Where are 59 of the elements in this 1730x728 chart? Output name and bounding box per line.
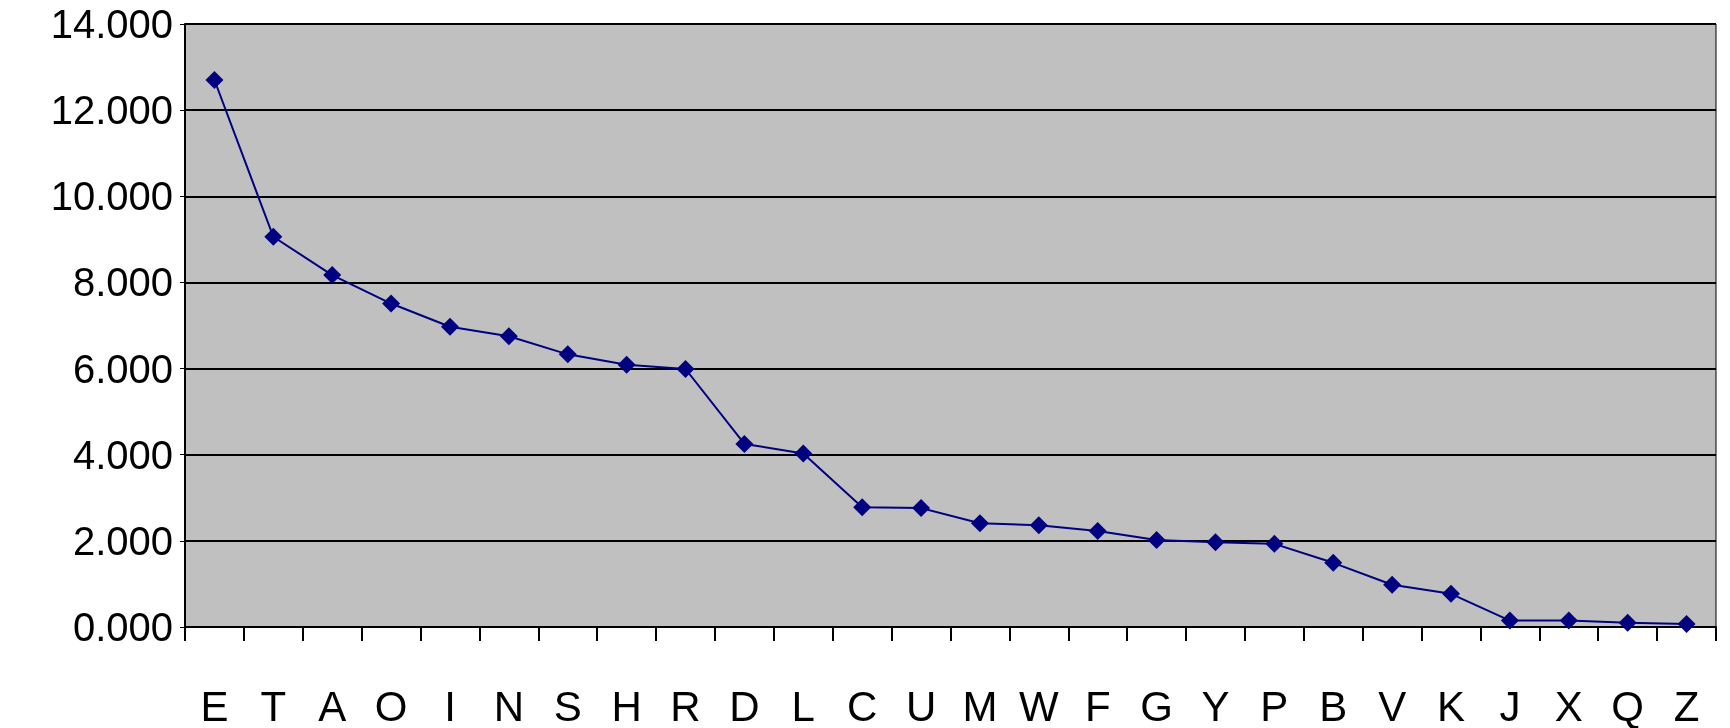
y-tick-label: 4.000 xyxy=(72,432,173,477)
y-tick-label: 8.000 xyxy=(72,260,173,305)
x-tick-label: C xyxy=(847,682,878,728)
x-tick-label: K xyxy=(1437,682,1466,728)
x-tick-label: J xyxy=(1499,682,1521,728)
point xyxy=(323,266,342,285)
x-tick-label: F xyxy=(1084,682,1111,728)
y-tick-label: 14.000 xyxy=(50,2,173,46)
x-tick-label: Y xyxy=(1201,682,1230,728)
x-tick-label: M xyxy=(962,682,998,728)
y-tick-label: 10.000 xyxy=(50,174,173,219)
x-tick-label: Z xyxy=(1673,682,1700,728)
x-tick-label: I xyxy=(444,682,456,728)
point xyxy=(1206,533,1225,552)
x-tick-label: G xyxy=(1140,682,1173,728)
x-tick-label: H xyxy=(611,682,642,728)
point xyxy=(676,360,695,378)
y-tick-label: 0.000 xyxy=(72,605,173,649)
point xyxy=(558,345,577,364)
point xyxy=(1677,614,1696,633)
point xyxy=(1618,613,1637,632)
point xyxy=(735,434,754,453)
x-tick-label: P xyxy=(1260,682,1289,728)
point xyxy=(617,355,636,374)
x-tick-label: A xyxy=(318,682,347,728)
point xyxy=(1265,534,1284,553)
point xyxy=(382,294,401,313)
point xyxy=(499,327,518,346)
point xyxy=(1500,611,1519,630)
point xyxy=(1442,584,1461,603)
x-tick-label: U xyxy=(905,682,937,728)
x-tick-label: N xyxy=(493,682,525,728)
point xyxy=(205,70,224,89)
x-tick-label: V xyxy=(1378,682,1407,728)
y-tick-label: 6.000 xyxy=(72,346,173,391)
point xyxy=(1559,611,1578,630)
x-tick-label: S xyxy=(553,682,582,728)
x-tick-label: L xyxy=(791,682,815,728)
x-tick-label: E xyxy=(200,682,229,728)
x-tick-label: X xyxy=(1554,682,1583,728)
x-tick-label: D xyxy=(729,682,760,728)
y-tick-label: 2.000 xyxy=(72,518,173,563)
point xyxy=(440,317,459,336)
point xyxy=(1383,575,1402,594)
x-tick-label: O xyxy=(374,682,408,728)
point xyxy=(1088,521,1107,540)
x-tick-label: B xyxy=(1319,682,1348,728)
x-tick-label: R xyxy=(670,682,701,728)
x-tick-label: T xyxy=(260,682,287,728)
point xyxy=(1147,531,1166,549)
point xyxy=(264,227,283,246)
point xyxy=(912,499,931,518)
point xyxy=(970,514,989,533)
x-tick-label: W xyxy=(1019,682,1059,728)
point xyxy=(853,498,872,517)
point xyxy=(794,444,813,463)
point xyxy=(1324,553,1343,572)
point xyxy=(1029,516,1048,535)
y-tick-label: 12.000 xyxy=(50,88,173,133)
